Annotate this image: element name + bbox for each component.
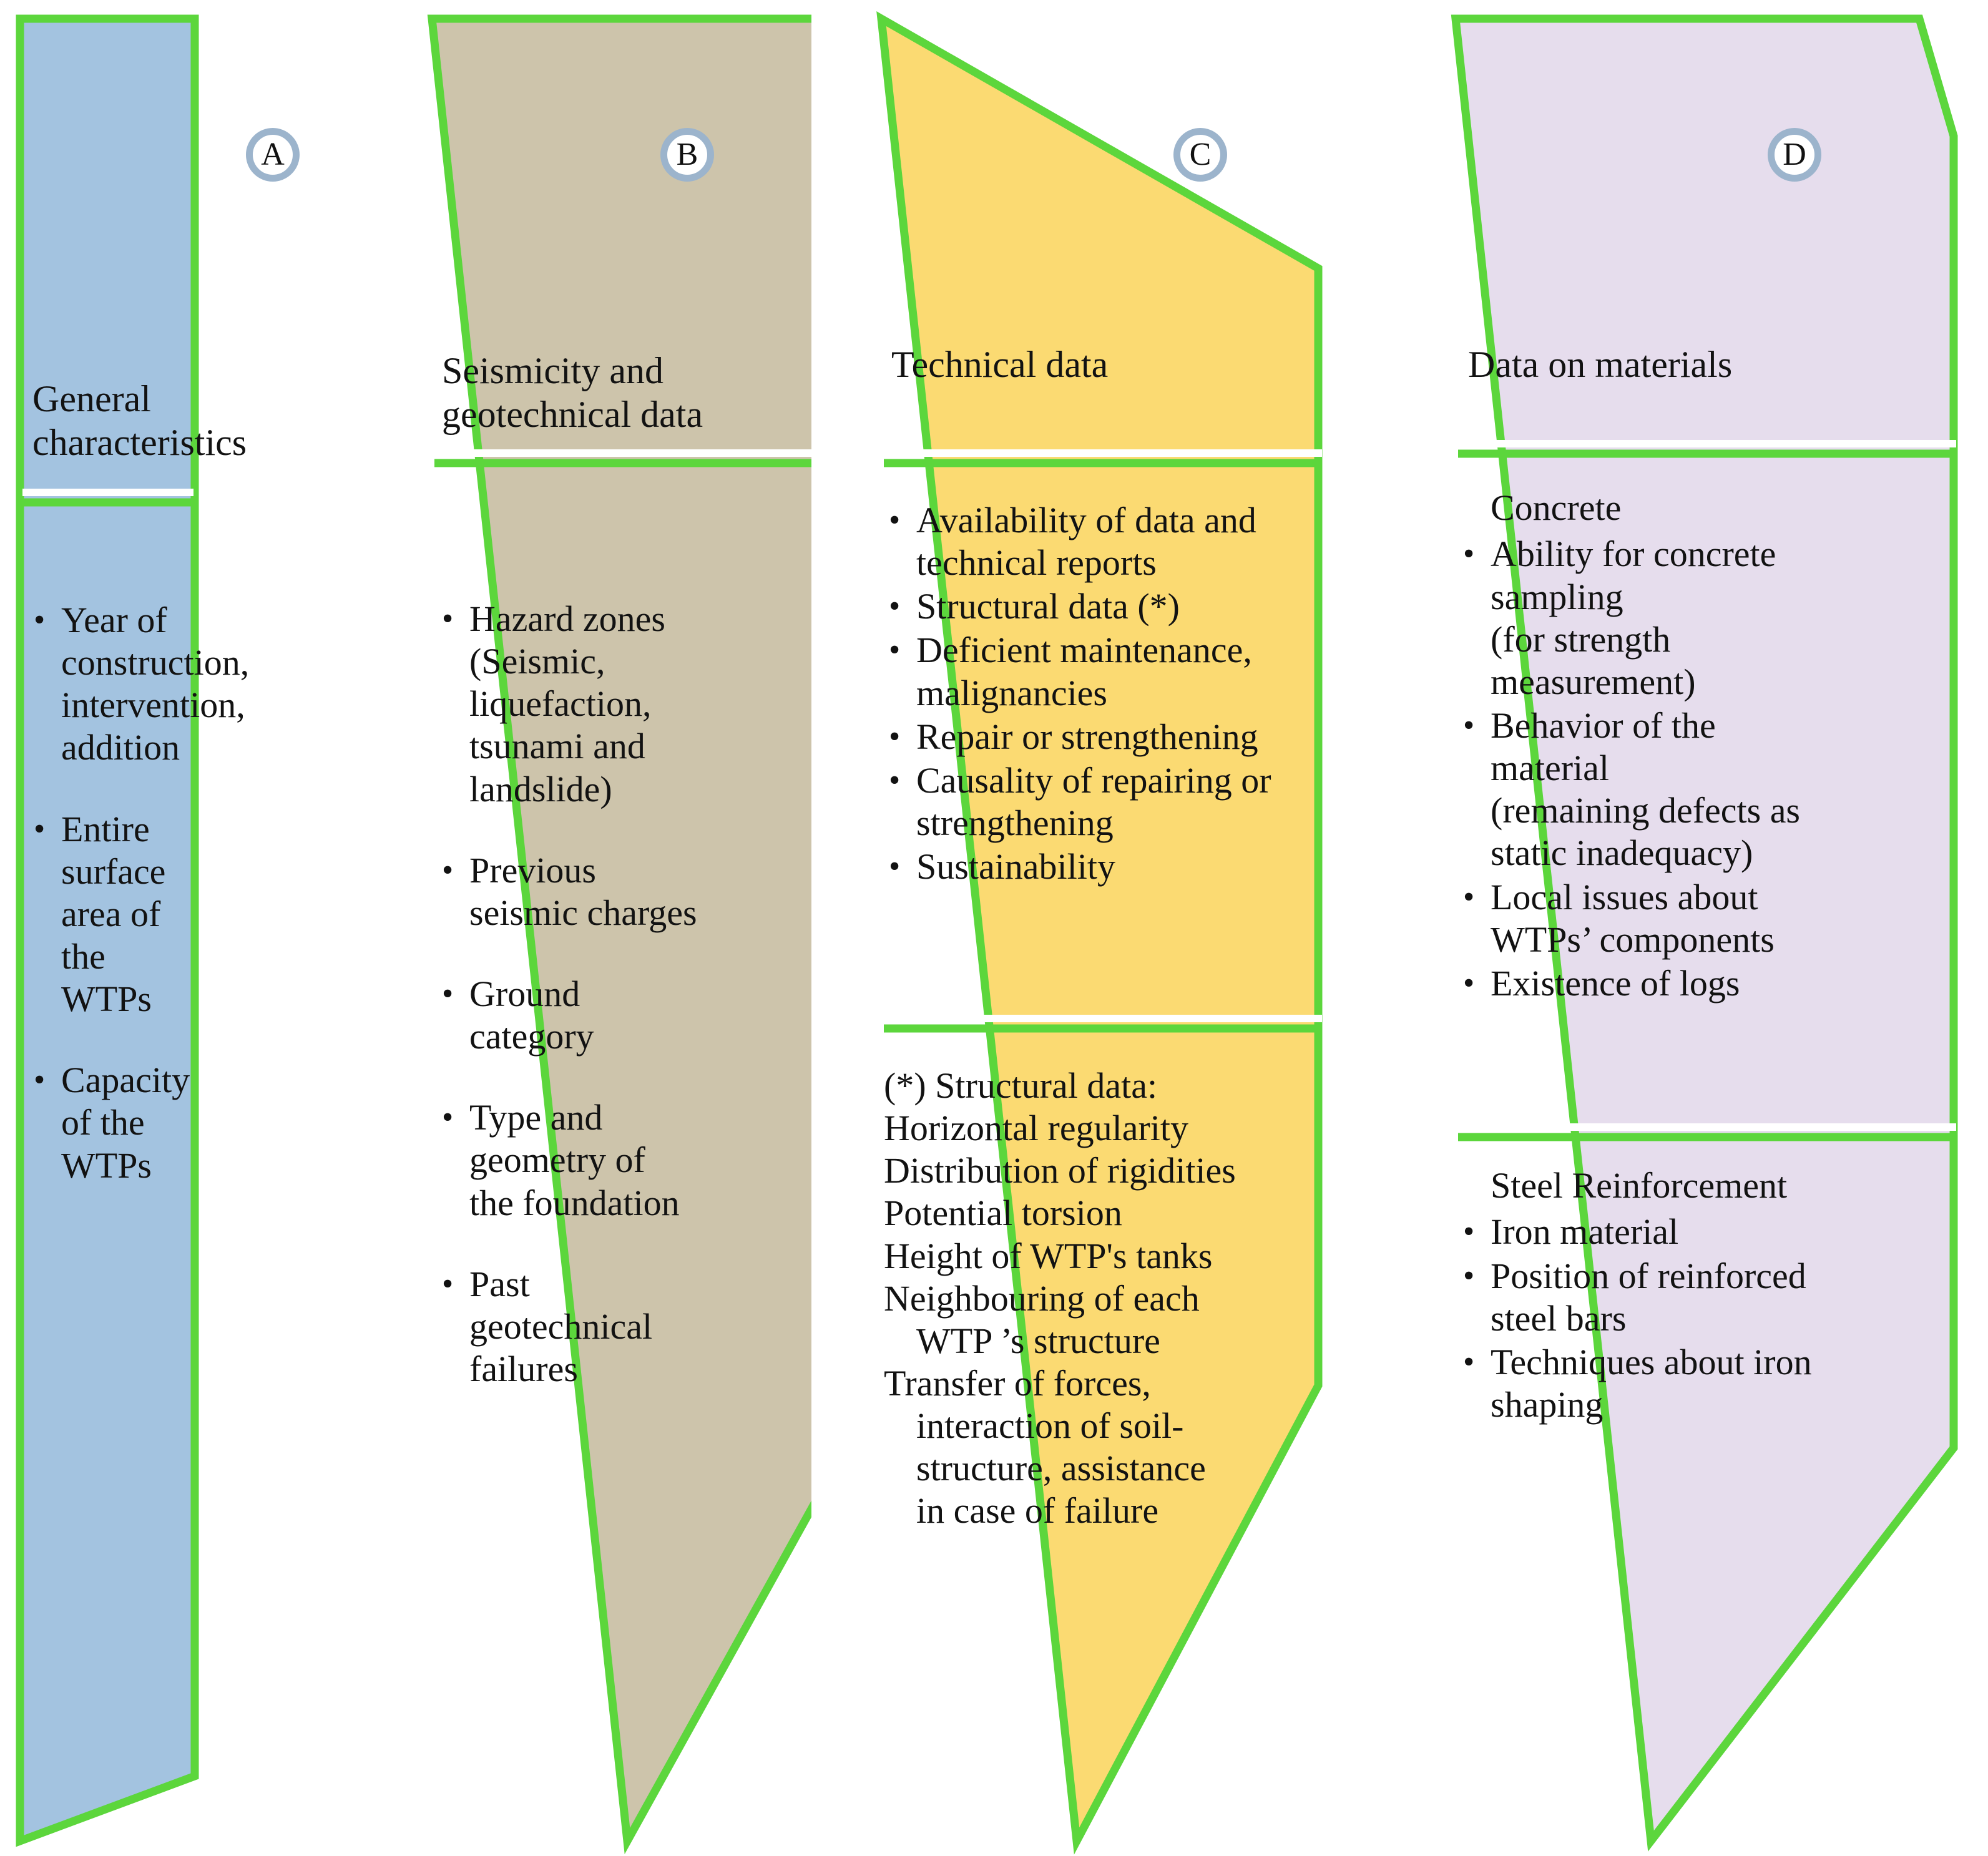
note-line: Height of WTP's tanks	[884, 1235, 1213, 1276]
column-c[interactable]: C Technical data Availability of data an…	[861, 0, 1398, 1856]
list-item[interactable]: Causality of repairing or strengthening	[884, 759, 1333, 844]
note-line: interaction of soil-	[916, 1405, 1184, 1447]
column-b-bullet-list: Hazard zones (Seismic, liquefaction, tsu…	[437, 598, 724, 1390]
list-item[interactable]: Iron material	[1458, 1211, 1957, 1253]
list-item[interactable]: Repair or strengthening	[884, 716, 1333, 758]
column-b-header: Seismicity and geotechnical data	[442, 349, 710, 436]
note-line: Neighbouring of each	[884, 1277, 1200, 1319]
list-item[interactable]: Structural data (*)	[884, 585, 1333, 628]
list-item[interactable]: Capacity of the WTPs	[29, 1059, 210, 1186]
column-d-section-steel: Steel Reinforcement Iron material Positi…	[1458, 1165, 1957, 1427]
column-c-header-line-1: Technical data	[891, 344, 1109, 385]
list-item[interactable]: Previous seismic charges	[437, 849, 724, 934]
badge-b: B	[660, 128, 714, 182]
column-b[interactable]: B Seismicity and geotechnical data Hazar…	[412, 0, 811, 1856]
column-a[interactable]: A General characteristics Year of constr…	[0, 0, 350, 1856]
list-item[interactable]: Year of construction, intervention, addi…	[29, 599, 249, 769]
note-line: WTP ’s structure	[916, 1320, 1160, 1361]
note-line: Transfer of forces,	[884, 1362, 1151, 1404]
column-c-bullet-list: Availability of data and technical repor…	[884, 499, 1333, 888]
column-d-section-concrete: Concrete Ability for concrete sampling (…	[1458, 487, 1957, 1006]
note-line: (*) Structural data:	[884, 1065, 1158, 1106]
list-item[interactable]: Availability of data and technical repor…	[884, 499, 1333, 584]
column-c-section-2: (*) Structural data: Horizontal regulari…	[884, 1065, 1346, 1533]
badge-c: C	[1173, 128, 1227, 182]
column-d-header-line-1: Data on materials	[1468, 344, 1733, 385]
column-c-header: Technical data	[891, 343, 1278, 387]
column-c-shape	[876, 11, 1323, 1855]
subsection-title-steel: Steel Reinforcement	[1491, 1165, 1788, 1206]
column-a-header-line-1: General	[32, 378, 151, 419]
list-item[interactable]: Hazard zones (Seismic, liquefaction, tsu…	[437, 598, 724, 811]
note-line: Potential torsion	[884, 1193, 1122, 1234]
badge-d: D	[1768, 128, 1821, 182]
column-d-concrete-list: Ability for concrete sampling (for stren…	[1458, 533, 1957, 1005]
note-line: Horizontal regularity	[884, 1108, 1188, 1149]
badge-a-label: A	[261, 137, 285, 172]
list-item[interactable]: Behavior of the material (remaining defe…	[1458, 705, 1957, 875]
list-item[interactable]: Ground category	[437, 973, 724, 1058]
badge-d-label: D	[1783, 137, 1806, 172]
column-a-bullet-list: Year of construction, intervention, addi…	[29, 599, 249, 1187]
column-b-header-line-3: data	[640, 393, 703, 435]
column-a-section-1: Year of construction, intervention, addi…	[29, 599, 249, 1226]
list-item[interactable]: Past geotechnical failures	[437, 1263, 724, 1390]
subsection-title-concrete: Concrete	[1491, 487, 1622, 528]
column-d[interactable]: D Data on materials Concrete Ability for…	[1436, 0, 1988, 1856]
column-a-header: General characteristics	[32, 378, 247, 464]
list-item[interactable]: Existence of logs	[1458, 962, 1957, 1005]
note-line: in case of failure	[916, 1490, 1159, 1531]
column-b-header-line-2: geotechnical	[442, 393, 632, 435]
column-b-section-1: Hazard zones (Seismic, liquefaction, tsu…	[437, 598, 724, 1429]
badge-c-label: C	[1189, 137, 1212, 172]
list-item[interactable]: Ability for concrete sampling (for stren…	[1458, 533, 1957, 703]
list-item[interactable]: Entire surface area of the WTPs	[29, 808, 210, 1021]
column-d-steel-list: Iron material Position of reinforced ste…	[1458, 1211, 1957, 1426]
badge-a: A	[246, 128, 300, 182]
note-line: Distribution of rigidities	[884, 1150, 1236, 1191]
list-item[interactable]: Techniques about iron shaping	[1458, 1341, 1957, 1426]
list-item[interactable]: Sustainability	[884, 846, 1333, 888]
list-item[interactable]: Type and geometry of the foundation	[437, 1097, 724, 1224]
column-c-section-1: Availability of data and technical repor…	[884, 499, 1333, 889]
note-line: structure, assistance	[916, 1448, 1206, 1489]
column-a-header-line-2: characteristics	[32, 421, 247, 463]
badge-b-label: B	[676, 137, 698, 172]
structural-data-note: (*) Structural data: Horizontal regulari…	[884, 1065, 1346, 1533]
column-d-header: Data on materials	[1468, 343, 1905, 387]
column-b-header-line-1: Seismicity and	[442, 350, 663, 391]
list-item[interactable]: Deficient maintenance, malignancies	[884, 629, 1333, 714]
list-item[interactable]: Local issues about WTPs’ components	[1458, 876, 1957, 961]
list-item[interactable]: Position of reinforced steel bars	[1458, 1255, 1957, 1340]
